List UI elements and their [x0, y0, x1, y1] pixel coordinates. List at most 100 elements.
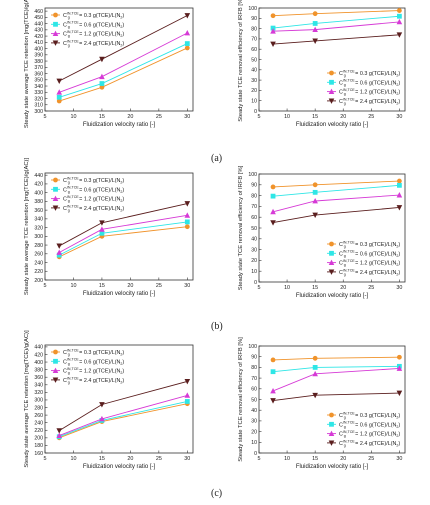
legend-text-part: 2 — [396, 102, 398, 106]
series-4-point — [99, 402, 105, 408]
legend-text-part: g — [344, 444, 346, 448]
y-tick-label: 400 — [34, 190, 43, 196]
x-tick-label: 20 — [127, 456, 133, 462]
x-tick-label: 25 — [368, 456, 374, 462]
legend-label: CIN,TCE g = 2.4 g(TCE)/L(N2) — [339, 97, 400, 105]
x-tick-label: 25 — [368, 114, 374, 120]
legend-text-part: ) — [122, 369, 124, 375]
series-4-point — [56, 243, 63, 249]
legend-text-part: g — [344, 273, 346, 277]
legend-text-part: 2 — [396, 434, 398, 438]
panel-label-c: (c) — [211, 488, 223, 499]
legend-text-part: IN,TCE — [343, 240, 355, 244]
legend-text-part: = 0.3 g(TCE)/L(N — [78, 178, 121, 184]
y-tick-label: 60 — [251, 47, 257, 53]
chart-3: 2002202402602803003203403603804004204405… — [24, 158, 194, 297]
series-2-point — [184, 399, 190, 404]
legend-text-part: g — [344, 83, 346, 87]
legend-text-part: IN,TCE — [67, 195, 79, 199]
legend-text-part: IN,TCE — [343, 411, 355, 415]
legend-text-part: = 2.4 g(TCE)/L(N — [78, 378, 121, 384]
x-tick-label: 30 — [396, 285, 402, 291]
legend-text-part: 2 — [120, 181, 122, 185]
y-tick-label: 220 — [34, 269, 43, 275]
legend-text-part: g — [68, 353, 70, 357]
y-tick-label: 260 — [34, 413, 43, 419]
legend-text-part: C — [63, 32, 67, 38]
legend-label: CIN,TCE g = 2.4 g(TCE)/L(N2) — [339, 439, 400, 447]
legend-text-part: C — [339, 71, 343, 77]
series-2-point — [270, 369, 276, 375]
y-tick-label: 420 — [34, 182, 43, 188]
series-2-point — [270, 25, 276, 31]
y-tick-label: 380 — [34, 367, 43, 373]
y-tick-label: 10 — [251, 440, 257, 446]
legend-text-part: ) — [398, 441, 400, 447]
legend-text-part: ) — [122, 378, 124, 384]
legend-marker — [53, 12, 58, 18]
y-tick-label: 260 — [34, 252, 43, 258]
y-tick-label: 10 — [251, 269, 257, 275]
legend-label: CIN,TCE g = 0.3 g(TCE)/L(N2) — [339, 240, 400, 248]
legend-text-part: 2 — [120, 190, 122, 194]
legend-marker — [52, 40, 59, 46]
x-tick-label: 30 — [184, 114, 190, 120]
legend-label: CIN,TCE g = 0.3 g(TCE)/L(N2) — [63, 11, 124, 19]
y-axis-label: Steady state average TCE retention [mg(T… — [24, 330, 30, 468]
y-tick-label: 400 — [34, 360, 43, 366]
legend-entry-4: CIN,TCE g = 2.4 g(TCE)/L(N2) — [327, 97, 400, 106]
legend-text-part: ) — [122, 350, 124, 356]
legend-text-part: g — [68, 34, 70, 38]
legend-text-part: C — [339, 441, 343, 447]
x-tick-label: 15 — [99, 456, 105, 462]
legend-label: CIN,TCE g = 0.3 g(TCE)/L(N2) — [339, 411, 400, 419]
x-tick-label: 5 — [44, 283, 47, 289]
legend-text-part: C — [63, 206, 67, 212]
series-3-point — [56, 89, 63, 95]
y-tick-label: 410 — [34, 40, 43, 46]
x-tick-label: 15 — [312, 114, 318, 120]
legend-text-part: g — [68, 190, 70, 194]
series-3-point — [270, 208, 276, 215]
legend-text-part: = 2.4 g(TCE)/L(N — [354, 99, 397, 105]
legend-text-part: C — [63, 22, 67, 28]
legend-text-part: C — [339, 251, 343, 257]
legend-text-part: C — [63, 13, 67, 19]
legend-text-part: IN,TCE — [343, 421, 355, 425]
x-tick-label: 5 — [44, 456, 47, 462]
series-3-point — [56, 249, 63, 255]
legend-text-part: ) — [398, 261, 400, 267]
x-tick-label: 20 — [340, 456, 346, 462]
series-4-line — [272, 207, 400, 224]
y-axis-label: Steady state TCE removal efficiency of I… — [238, 165, 244, 290]
y-tick-label: 360 — [34, 208, 43, 214]
legend-label: CIN,TCE g = 1.2 g(TCE)/L(N2) — [63, 367, 124, 375]
legend-text-part: 2 — [396, 444, 398, 448]
series-4-point — [270, 41, 276, 48]
legend-entry-3: CIN,TCE g = 1.2 g(TCE)/L(N2) — [327, 259, 400, 267]
series-4-line — [273, 34, 400, 45]
legend-text-part: g — [68, 381, 70, 385]
y-tick-label: 50 — [251, 57, 257, 63]
legend-text-part: ) — [122, 41, 124, 47]
legend-text-part: = 1.2 g(TCE)/L(N — [78, 197, 121, 203]
y-axis-label: Steady state average TCE retention [mg(T… — [24, 158, 30, 296]
legend-text-part: g — [68, 362, 70, 366]
series-2-point — [270, 193, 276, 199]
series-1-line — [59, 47, 188, 102]
x-tick-label: 25 — [368, 285, 374, 291]
legend-marker — [53, 349, 58, 355]
legend-entry-3: CIN,TCE g = 1.2 g(TCE)/L(N2) — [51, 367, 124, 375]
legend-text-part: IN,TCE — [67, 376, 79, 380]
series-3-line — [272, 368, 400, 392]
chart-1: 3003103203303403503603703803904004104204… — [24, 0, 194, 128]
legend-text-part: g — [344, 245, 346, 249]
x-tick-label: 15 — [99, 283, 105, 289]
legend-text-part: g — [68, 25, 70, 29]
legend-marker — [329, 421, 334, 427]
chart-6: 0 10 20 30 40 50 60 70 80 90 100 5 10 15 20 25 30 Fluidiz… — [238, 337, 406, 470]
y-tick-label: 340 — [34, 84, 43, 90]
legend-marker — [52, 205, 59, 211]
chart-4: 0 10 20 30 40 50 60 70 80 90 100 5 10 15 20 25 30 Fluidiz… — [238, 165, 406, 299]
